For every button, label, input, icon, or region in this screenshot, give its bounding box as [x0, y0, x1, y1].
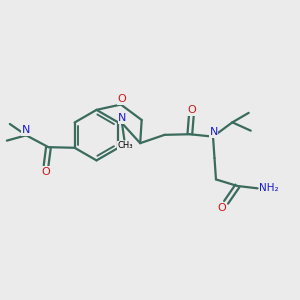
- Text: NH₂: NH₂: [259, 183, 279, 193]
- Text: O: O: [41, 167, 50, 176]
- Text: O: O: [188, 106, 196, 116]
- Text: N: N: [209, 127, 218, 137]
- Text: N: N: [21, 125, 30, 135]
- Text: O: O: [117, 94, 126, 104]
- Text: N: N: [118, 113, 127, 123]
- Text: CH₃: CH₃: [117, 142, 133, 151]
- Text: O: O: [217, 203, 226, 213]
